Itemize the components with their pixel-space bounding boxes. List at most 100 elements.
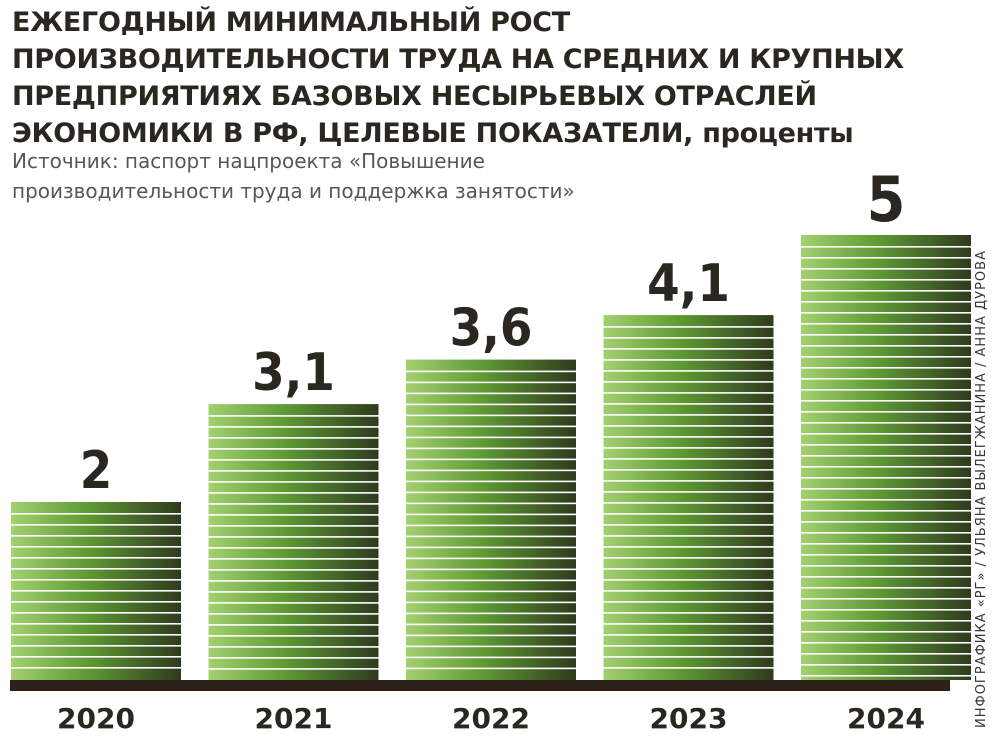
bar-stripe (603, 425, 774, 427)
bar-stripe (801, 323, 971, 325)
bar-stripe (603, 403, 774, 405)
chart-unit: проценты (702, 118, 854, 149)
bar-stripe (801, 609, 971, 611)
bar-stripe (406, 381, 576, 384)
bar-stripe (801, 477, 971, 479)
bar-stripe (11, 612, 181, 614)
bar-stripe (208, 514, 379, 516)
bar-stripe (11, 645, 181, 647)
value-label-2023: 4,1 (647, 254, 730, 314)
bar-stripe (208, 591, 379, 593)
bar-stripe (208, 426, 379, 428)
bar-stripe (603, 579, 774, 581)
bar-stripe (208, 415, 379, 417)
bar-stripe (801, 565, 971, 567)
bar-stripe (11, 667, 181, 669)
bar-stripe (406, 513, 576, 516)
bar-stripe (801, 356, 971, 358)
bar-stripe (406, 414, 576, 417)
bar-stripe (406, 392, 576, 395)
bar-stripe (406, 403, 576, 406)
bar-stripe (801, 433, 971, 435)
bar-stripe (406, 546, 576, 549)
bar-stripe (801, 455, 971, 457)
bar-stripe (801, 257, 971, 259)
value-label-2020: 2 (80, 441, 113, 501)
bar-fill (406, 359, 576, 680)
bar-stripe (801, 268, 971, 270)
bar-2024 (801, 235, 971, 680)
bar-stripe (406, 557, 576, 560)
bar-stripe (406, 502, 576, 505)
bar-stripe (603, 480, 774, 482)
bar-stripe (208, 635, 379, 637)
bar-stripe (801, 312, 971, 314)
bar-stripe (208, 470, 379, 472)
bar-stripe (11, 634, 181, 636)
bar-stripe (603, 447, 774, 449)
bar-stripe (406, 491, 576, 494)
chart-source: Источник: паспорт нацпроекта «Повышение … (12, 149, 575, 203)
bar-stripe (603, 601, 774, 603)
bar-stripe (406, 458, 576, 461)
bar-stripe (406, 656, 576, 659)
bar-stripe (603, 590, 774, 592)
bar-stripe (208, 437, 379, 439)
bar-stripe (801, 378, 971, 380)
bar-stripe (603, 370, 774, 372)
bar-stripe (801, 246, 971, 248)
bar-stripe (801, 279, 971, 281)
baseline (10, 680, 950, 691)
value-label-2022: 3,6 (450, 299, 533, 359)
category-label-2024: 2024 (847, 702, 925, 735)
bar-stripe (406, 623, 576, 626)
bar-stripe (208, 569, 379, 571)
bar-2021 (208, 404, 379, 680)
bar-stripe (406, 612, 576, 615)
bar-stripe (11, 601, 181, 603)
bar-stripe (603, 557, 774, 559)
bar-stripe (603, 392, 774, 394)
bar-fill (603, 315, 774, 680)
bar-stripe (603, 546, 774, 548)
bar-stripe (801, 466, 971, 468)
bar-stripe (801, 587, 971, 589)
bar-stripe (11, 579, 181, 581)
bar-stripe (603, 535, 774, 537)
bar-stripe (801, 543, 971, 545)
bar-stripe (406, 469, 576, 472)
bar-stripe (801, 521, 971, 523)
bar-stripe (208, 448, 379, 450)
bar-stripe (406, 524, 576, 527)
bar-stripe (208, 503, 379, 505)
bar-stripe (11, 557, 181, 559)
bar-stripe (801, 400, 971, 402)
bar-stripe (406, 645, 576, 648)
bar-stripe (801, 389, 971, 391)
bar-stripe (801, 422, 971, 424)
bar-stripe (801, 345, 971, 347)
bar-stripe (208, 459, 379, 461)
labels-group: 2 2020 3,1 2021 3,6 2022 4,1 2023 5 2024 (57, 163, 925, 735)
bar-stripe (208, 558, 379, 560)
bar-stripe (406, 425, 576, 428)
bar-stripe (406, 447, 576, 450)
bar-stripe (208, 580, 379, 582)
bar-stripe (208, 624, 379, 626)
bar-stripe (208, 646, 379, 648)
category-label-2022: 2022 (452, 702, 530, 735)
bar-stripe (603, 656, 774, 658)
bar-stripe (11, 546, 181, 548)
bar-2022 (406, 359, 576, 680)
bar-stripe (801, 290, 971, 292)
bar-stripe (603, 436, 774, 438)
bar-stripe (406, 480, 576, 483)
bar-stripe (801, 675, 971, 677)
bar-stripe (208, 613, 379, 615)
bars-group (11, 235, 971, 680)
bar-stripe (406, 601, 576, 604)
chart-title-text: ЕЖЕГОДНЫЙ МИНИМАЛЬНЫЙ РОСТ ПРОИЗВОДИТЕЛЬ… (12, 7, 904, 149)
bar-stripe (603, 348, 774, 350)
bar-stripe (603, 491, 774, 493)
value-label-2021: 3,1 (252, 343, 335, 403)
